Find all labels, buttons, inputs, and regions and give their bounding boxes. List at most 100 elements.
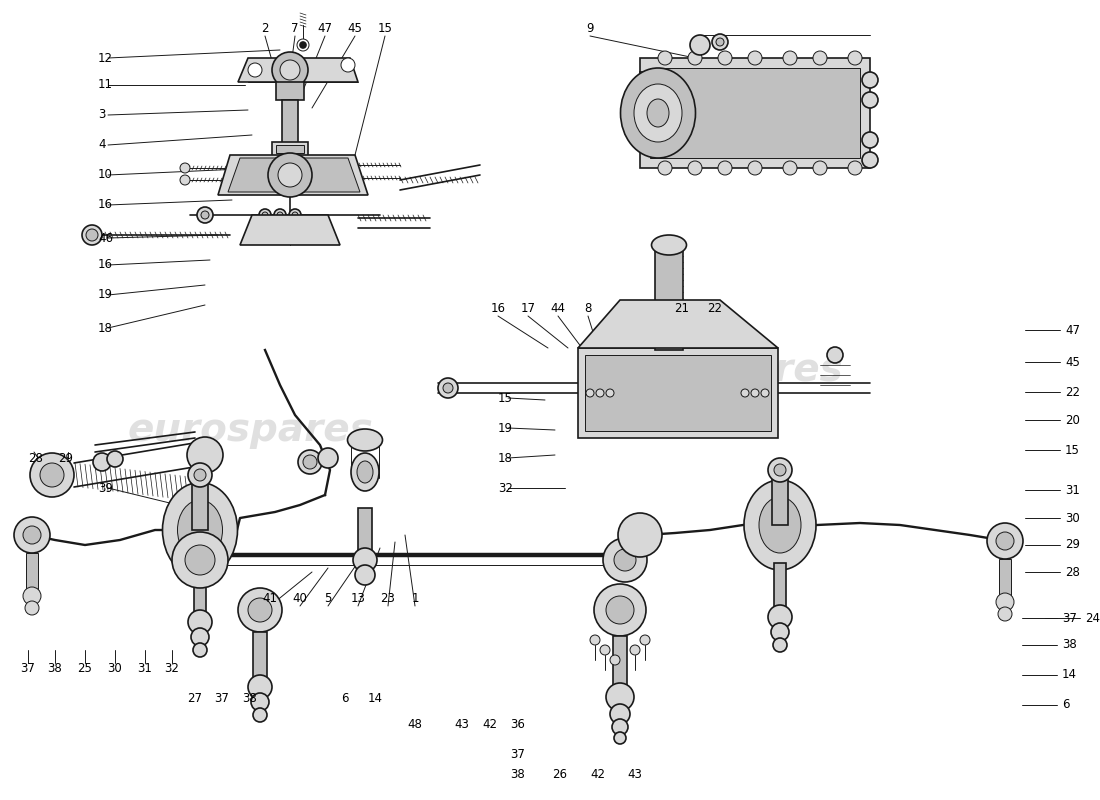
Circle shape xyxy=(748,51,762,65)
Text: 20: 20 xyxy=(1065,414,1080,426)
Text: 23: 23 xyxy=(381,591,395,605)
Text: 37: 37 xyxy=(510,749,526,762)
Circle shape xyxy=(280,60,300,80)
Ellipse shape xyxy=(358,461,373,483)
Circle shape xyxy=(40,463,64,487)
Bar xyxy=(772,475,788,525)
Circle shape xyxy=(274,209,286,221)
Circle shape xyxy=(94,453,111,471)
Circle shape xyxy=(82,225,102,245)
Circle shape xyxy=(86,229,98,241)
Text: 18: 18 xyxy=(498,451,513,465)
Text: 37: 37 xyxy=(214,691,230,705)
Circle shape xyxy=(443,383,453,393)
Text: eurospares: eurospares xyxy=(128,411,373,449)
Text: 48: 48 xyxy=(408,718,422,731)
Text: 38: 38 xyxy=(1062,638,1077,651)
Circle shape xyxy=(827,347,843,363)
Circle shape xyxy=(688,161,702,175)
Text: 44: 44 xyxy=(550,302,565,314)
Circle shape xyxy=(238,588,282,632)
Text: 1: 1 xyxy=(411,591,419,605)
Bar xyxy=(282,100,298,145)
Bar xyxy=(999,559,1011,599)
Circle shape xyxy=(248,63,262,77)
Text: 43: 43 xyxy=(454,718,470,731)
Text: 15: 15 xyxy=(1065,443,1080,457)
Ellipse shape xyxy=(348,429,383,451)
Circle shape xyxy=(30,453,74,497)
Circle shape xyxy=(690,35,710,55)
Circle shape xyxy=(107,451,123,467)
Circle shape xyxy=(262,212,268,218)
Bar xyxy=(774,563,786,613)
Text: 6: 6 xyxy=(341,691,349,705)
Text: 45: 45 xyxy=(1065,355,1080,369)
Circle shape xyxy=(612,719,628,735)
Circle shape xyxy=(353,548,377,572)
Polygon shape xyxy=(578,300,778,348)
Circle shape xyxy=(590,635,600,645)
Bar xyxy=(640,72,658,152)
Bar xyxy=(585,355,771,431)
Circle shape xyxy=(278,163,303,187)
Circle shape xyxy=(23,587,41,605)
Circle shape xyxy=(848,51,862,65)
Text: 15: 15 xyxy=(498,391,513,405)
Circle shape xyxy=(187,437,223,473)
Text: 6: 6 xyxy=(1062,698,1069,711)
Circle shape xyxy=(658,161,672,175)
Text: 37: 37 xyxy=(1062,611,1077,625)
Text: 29: 29 xyxy=(58,451,73,465)
Text: 26: 26 xyxy=(552,769,568,782)
Bar xyxy=(276,145,304,153)
Text: 31: 31 xyxy=(1065,483,1080,497)
Text: 17: 17 xyxy=(520,302,536,314)
Ellipse shape xyxy=(634,84,682,142)
Circle shape xyxy=(862,92,878,108)
Circle shape xyxy=(191,628,209,646)
Circle shape xyxy=(248,598,272,622)
Circle shape xyxy=(768,605,792,629)
Circle shape xyxy=(862,152,878,168)
Text: 46: 46 xyxy=(98,231,113,245)
Circle shape xyxy=(610,704,630,724)
Text: 28: 28 xyxy=(28,451,43,465)
Circle shape xyxy=(606,596,634,624)
Text: 37: 37 xyxy=(21,662,35,674)
Polygon shape xyxy=(238,58,358,82)
Text: 29: 29 xyxy=(1065,538,1080,551)
Circle shape xyxy=(172,532,228,588)
Bar xyxy=(272,142,308,156)
Circle shape xyxy=(718,161,732,175)
Text: 22: 22 xyxy=(1065,386,1080,398)
Circle shape xyxy=(341,58,355,72)
Text: 38: 38 xyxy=(510,769,526,782)
Circle shape xyxy=(774,464,786,476)
Ellipse shape xyxy=(759,497,801,553)
Circle shape xyxy=(748,161,762,175)
Text: 47: 47 xyxy=(318,22,332,34)
Circle shape xyxy=(25,601,39,615)
Text: 30: 30 xyxy=(108,662,122,674)
Circle shape xyxy=(298,450,322,474)
Circle shape xyxy=(658,51,672,65)
Text: 25: 25 xyxy=(78,662,92,674)
Text: 45: 45 xyxy=(348,22,362,34)
Circle shape xyxy=(862,72,878,88)
Circle shape xyxy=(289,209,301,221)
Circle shape xyxy=(272,52,308,88)
Circle shape xyxy=(813,161,827,175)
Text: 16: 16 xyxy=(98,258,113,271)
Circle shape xyxy=(996,593,1014,611)
Circle shape xyxy=(996,532,1014,550)
Polygon shape xyxy=(218,155,368,195)
Circle shape xyxy=(277,212,283,218)
Text: 32: 32 xyxy=(498,482,513,494)
Text: 47: 47 xyxy=(1065,323,1080,337)
Circle shape xyxy=(188,610,212,634)
Text: 40: 40 xyxy=(293,591,307,605)
Circle shape xyxy=(606,389,614,397)
Text: 3: 3 xyxy=(98,109,106,122)
Circle shape xyxy=(998,607,1012,621)
